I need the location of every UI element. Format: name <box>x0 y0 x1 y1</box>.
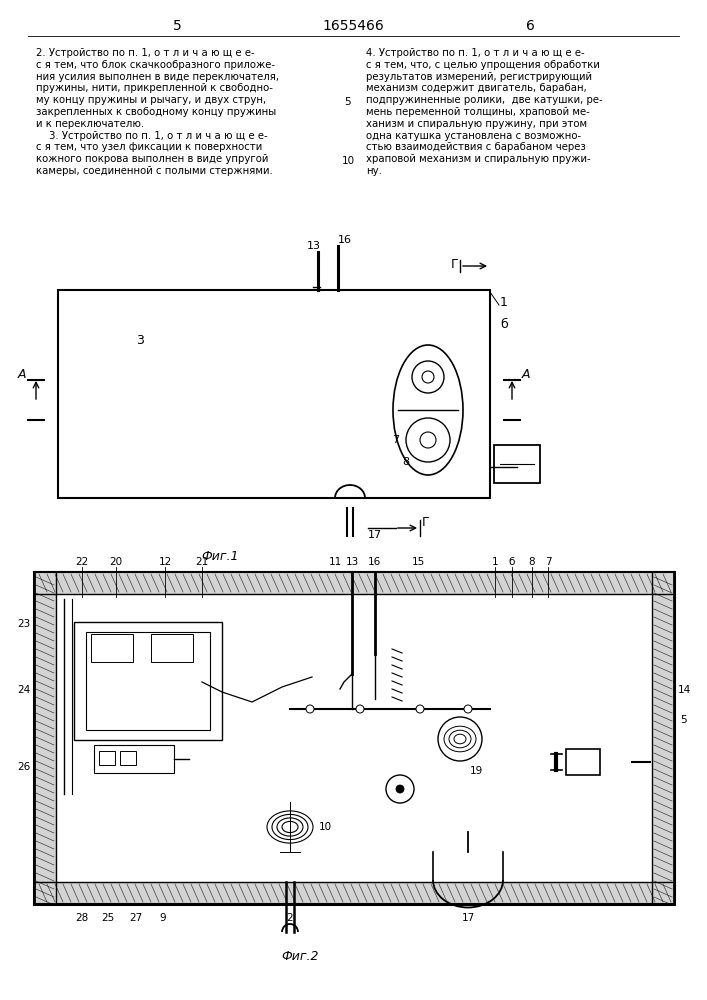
Text: 5: 5 <box>173 19 182 33</box>
Bar <box>34 882 674 904</box>
Text: 21: 21 <box>195 557 209 567</box>
Text: 20: 20 <box>110 557 122 567</box>
Circle shape <box>356 705 364 713</box>
Bar <box>86 632 210 730</box>
Text: 22: 22 <box>76 557 88 567</box>
Text: б: б <box>500 318 508 330</box>
Circle shape <box>422 371 434 383</box>
Text: Г: Г <box>450 257 458 270</box>
Bar <box>58 290 490 498</box>
Text: 3: 3 <box>136 334 144 347</box>
Text: подпружиненные ролики,  две катушки, ре-: подпружиненные ролики, две катушки, ре- <box>366 95 602 105</box>
Text: с я тем, что блок скачкообразного приложе-: с я тем, что блок скачкообразного прилож… <box>36 60 275 70</box>
Text: 17: 17 <box>462 913 474 923</box>
Text: 9: 9 <box>160 913 166 923</box>
Text: 1: 1 <box>500 296 508 308</box>
Text: камеры, соединенной с полыми стержнями.: камеры, соединенной с полыми стержнями. <box>36 166 273 176</box>
Text: 8: 8 <box>402 457 409 467</box>
Text: с я тем, что узел фиксации к поверхности: с я тем, что узел фиксации к поверхности <box>36 142 262 152</box>
Text: ния усилия выполнен в виде переключателя,: ния усилия выполнен в виде переключателя… <box>36 72 279 82</box>
Bar <box>99 751 115 765</box>
Text: механизм содержит двигатель, барабан,: механизм содержит двигатель, барабан, <box>366 83 587 93</box>
Text: 2: 2 <box>286 913 293 923</box>
Text: 11: 11 <box>328 557 341 567</box>
Text: 8: 8 <box>529 557 535 567</box>
Text: 5: 5 <box>681 715 687 725</box>
Text: А: А <box>18 368 26 381</box>
Text: 16: 16 <box>368 557 380 567</box>
Text: 1655466: 1655466 <box>322 19 384 33</box>
Text: результатов измерений, регистрирующий: результатов измерений, регистрирующий <box>366 72 592 82</box>
Text: и к переключателю.: и к переключателю. <box>36 119 144 129</box>
Text: закрепленных к свободному концу пружины: закрепленных к свободному концу пружины <box>36 107 276 117</box>
Bar <box>566 749 600 775</box>
Text: кожного покрова выполнен в виде упругой: кожного покрова выполнен в виде упругой <box>36 154 269 164</box>
Text: 12: 12 <box>158 557 172 567</box>
Circle shape <box>306 705 314 713</box>
Text: Г: Г <box>422 516 430 528</box>
Text: 10: 10 <box>318 822 332 832</box>
Bar <box>34 572 674 594</box>
Text: одна катушка установлена с возможно-: одна катушка установлена с возможно- <box>366 131 581 141</box>
Text: А: А <box>522 368 530 381</box>
Bar <box>120 751 136 765</box>
Bar <box>94 745 174 773</box>
Bar <box>34 572 56 904</box>
Text: 27: 27 <box>129 913 143 923</box>
Text: 28: 28 <box>76 913 88 923</box>
Text: 19: 19 <box>470 766 484 776</box>
Text: 4. Устройство по п. 1, о т л и ч а ю щ е е-: 4. Устройство по п. 1, о т л и ч а ю щ е… <box>366 48 585 58</box>
Text: храповой механизм и спиральную пружи-: храповой механизм и спиральную пружи- <box>366 154 590 164</box>
Text: пружины, нити, прикрепленной к свободно-: пружины, нити, прикрепленной к свободно- <box>36 83 273 93</box>
Text: стью взаимодействия с барабаном через: стью взаимодействия с барабаном через <box>366 142 586 152</box>
Text: 13: 13 <box>346 557 358 567</box>
Circle shape <box>416 705 424 713</box>
Text: 13: 13 <box>307 241 321 251</box>
Text: 10: 10 <box>341 156 355 166</box>
Text: 26: 26 <box>18 762 30 772</box>
Text: 5: 5 <box>345 97 351 107</box>
Bar <box>91 634 133 662</box>
Text: 14: 14 <box>677 685 691 695</box>
Text: 1: 1 <box>491 557 498 567</box>
Bar <box>494 445 540 483</box>
Text: Фиг.2: Фиг.2 <box>281 950 319 962</box>
Bar <box>652 572 674 904</box>
Text: 17: 17 <box>368 530 382 540</box>
Text: 3. Устройство по п. 1, о т л и ч а ю щ е е-: 3. Устройство по п. 1, о т л и ч а ю щ е… <box>36 131 268 141</box>
Bar <box>34 572 674 904</box>
Circle shape <box>396 785 404 793</box>
Bar <box>74 622 222 740</box>
Text: 7: 7 <box>544 557 551 567</box>
Text: 23: 23 <box>18 619 30 629</box>
Text: ханизм и спиральную пружину, при этом: ханизм и спиральную пружину, при этом <box>366 119 587 129</box>
Text: 6: 6 <box>525 19 534 33</box>
Circle shape <box>420 432 436 448</box>
Text: б: б <box>509 557 515 567</box>
Circle shape <box>464 705 472 713</box>
Bar <box>151 634 193 662</box>
Ellipse shape <box>393 345 463 475</box>
Text: с я тем, что, с целью упрощения обработки: с я тем, что, с целью упрощения обработк… <box>366 60 600 70</box>
Text: Фиг.1: Фиг.1 <box>201 550 239 562</box>
Text: 16: 16 <box>338 235 352 245</box>
Text: му концу пружины и рычагу, и двух струн,: му концу пружины и рычагу, и двух струн, <box>36 95 266 105</box>
Text: ну.: ну. <box>366 166 382 176</box>
Text: мень переменной толщины, храповой ме-: мень переменной толщины, храповой ме- <box>366 107 590 117</box>
Text: 24: 24 <box>18 685 30 695</box>
Text: 25: 25 <box>101 913 115 923</box>
Text: 2. Устройство по п. 1, о т л и ч а ю щ е е-: 2. Устройство по п. 1, о т л и ч а ю щ е… <box>36 48 255 58</box>
Text: 7: 7 <box>392 435 399 445</box>
Text: 15: 15 <box>411 557 425 567</box>
